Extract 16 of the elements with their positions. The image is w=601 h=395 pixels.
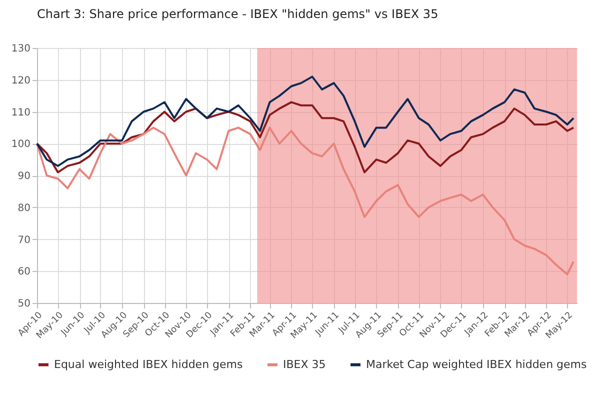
- y-tick-label: 70: [18, 234, 30, 246]
- y-tick-label: 90: [18, 171, 30, 182]
- line-series: [36, 101, 575, 174]
- y-tick-label: 60: [18, 266, 30, 278]
- y-tick-label: 110: [11, 107, 30, 118]
- chart-title: Chart 3: Share price performance - IBEX "hidden gems" vs IBEX 35: [37, 7, 438, 21]
- line-series: [36, 76, 575, 167]
- y-tick-label: 100: [11, 139, 30, 150]
- legend-label: Equal weighted IBEX hidden gems: [54, 358, 243, 371]
- legend-label: IBEX 35: [283, 358, 326, 371]
- y-tick-label: 50: [18, 298, 30, 310]
- line-series: [36, 126, 575, 276]
- y-tick-label: 80: [18, 202, 30, 214]
- legend-label: Market Cap weighted IBEX hidden gems: [366, 358, 588, 371]
- y-tick-label: 130: [11, 44, 30, 54]
- y-tick-label: 120: [11, 75, 30, 86]
